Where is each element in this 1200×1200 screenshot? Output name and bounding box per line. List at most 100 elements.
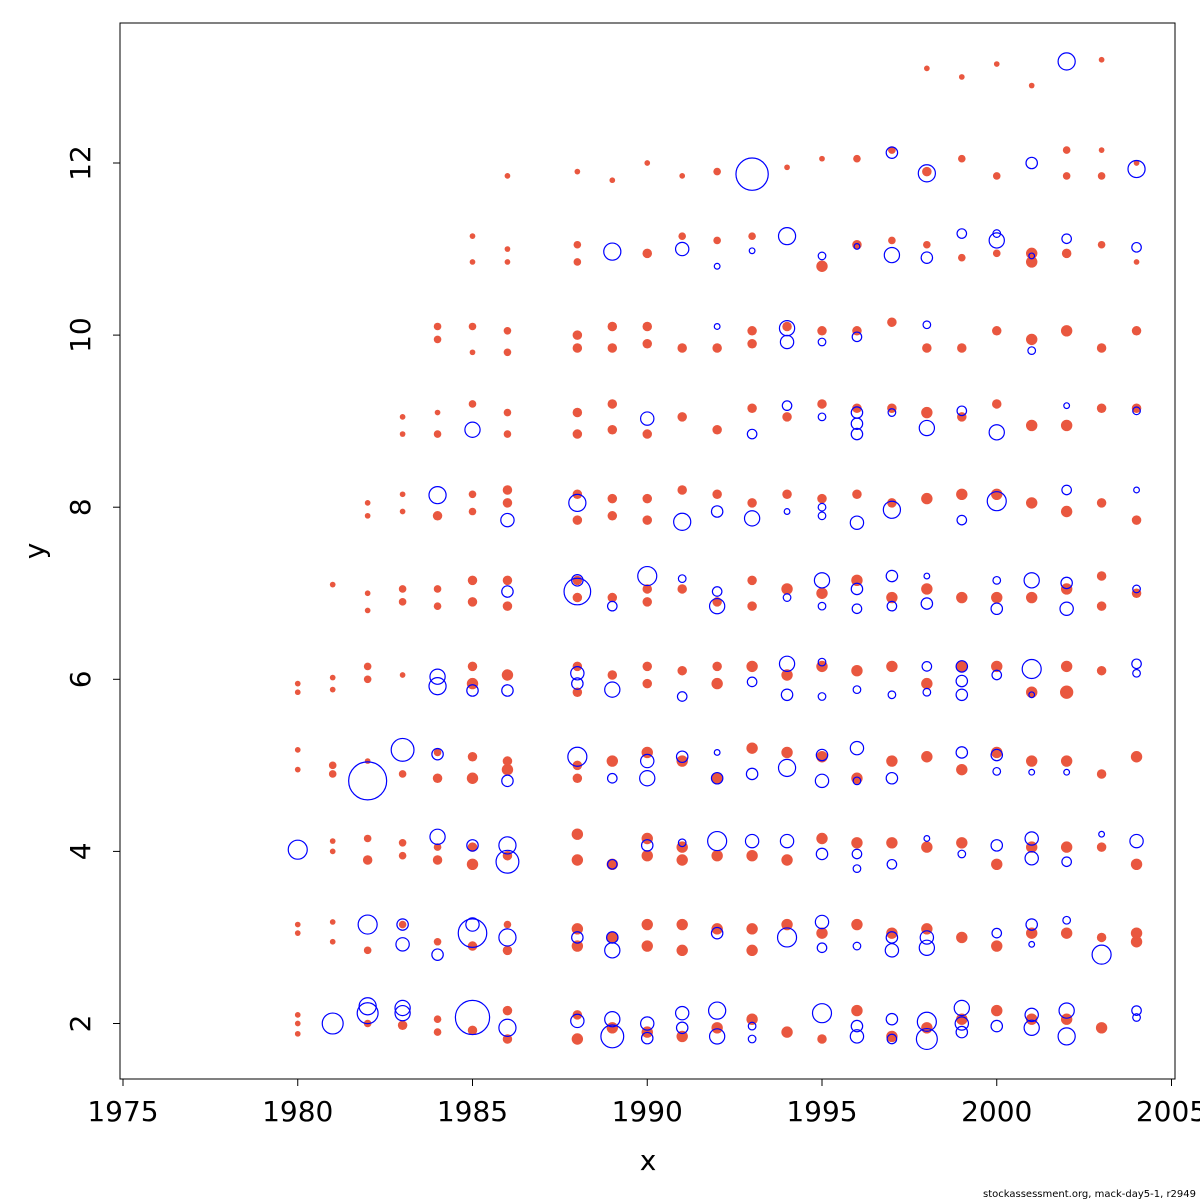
positive-bubble — [469, 349, 476, 356]
positive-bubble — [1096, 601, 1107, 611]
positive-bubble — [677, 343, 687, 353]
y-axis: 2 4 6 8 10 12 — [64, 145, 121, 1032]
positive-bubble — [607, 399, 618, 409]
positive-bubble — [676, 755, 688, 767]
positive-bubble — [746, 923, 758, 935]
x-tick-label: 2005 — [1136, 1095, 1200, 1128]
negative-bubble — [1061, 856, 1073, 868]
negative-bubble — [639, 753, 655, 769]
negative-bubble — [639, 1016, 655, 1031]
negative-bubble — [1025, 918, 1038, 931]
positive-bubble — [1096, 498, 1107, 508]
negative-bubble — [1023, 572, 1040, 589]
negative-bubble — [501, 585, 514, 598]
positive-bubble — [329, 848, 336, 855]
positive-bubble — [397, 1020, 408, 1030]
positive-bubble — [1098, 56, 1105, 63]
positive-bubble — [747, 338, 757, 349]
positive-bubble — [571, 828, 584, 840]
positive-bubble — [679, 173, 686, 179]
negative-bubble — [454, 999, 491, 1036]
positive-bubble — [1060, 927, 1073, 939]
positive-bubble — [294, 689, 301, 696]
positive-bubble — [609, 177, 616, 184]
negative-bubble — [1061, 233, 1073, 245]
positive-bubble — [329, 581, 336, 588]
positive-bubble — [641, 850, 653, 862]
positive-bubble — [364, 500, 371, 506]
negative-bubble — [713, 262, 721, 270]
negative-bubble — [604, 1010, 621, 1028]
positive-bubble — [571, 854, 584, 866]
positive-bubble — [991, 1004, 1003, 1017]
positive-bubble — [606, 858, 618, 871]
negative-bubble — [992, 766, 1002, 776]
positive-bubble — [677, 584, 687, 594]
positive-bubble — [782, 321, 792, 332]
negative-bubble — [988, 424, 1005, 441]
positive-bubble — [711, 923, 723, 935]
positive-bubble — [816, 832, 828, 845]
positive-bubble — [504, 259, 511, 265]
negative-bubble — [710, 505, 724, 518]
positive-bubble — [991, 488, 1003, 500]
negative-bubble — [817, 502, 827, 512]
positive-bubble — [466, 772, 479, 784]
negative-bubble — [743, 510, 761, 527]
negative-bubble — [954, 1016, 970, 1031]
negative-bubble — [1098, 830, 1106, 838]
positive-bubble — [433, 602, 442, 610]
negative-bubble — [498, 1018, 517, 1037]
positive-bubble — [957, 343, 967, 353]
y-tick-label: 8 — [64, 498, 97, 516]
negative-bubble — [571, 677, 584, 690]
positive-bubble — [956, 763, 968, 776]
positive-bubble — [294, 930, 301, 936]
positive-bubble — [573, 258, 582, 266]
positive-bubble — [469, 259, 476, 265]
negative-bubble — [1028, 691, 1036, 699]
positive-bubble — [434, 409, 441, 416]
positive-bubble — [853, 154, 861, 163]
x-tick-label: 1985 — [437, 1095, 508, 1128]
positive-bubble — [781, 1026, 793, 1038]
positive-bubble — [607, 670, 618, 680]
negative-bubble — [956, 228, 968, 239]
negative-bubble — [1061, 484, 1073, 496]
negative-bubble — [849, 515, 865, 530]
negative-bubble — [885, 569, 899, 583]
positive-bubble — [676, 1030, 688, 1043]
positive-bubble — [747, 403, 757, 413]
negative-bubble — [674, 1005, 690, 1021]
negative-bubble — [922, 320, 932, 330]
positive-bubble — [641, 940, 653, 952]
negative-bubble — [778, 655, 796, 673]
negative-bubble — [850, 1019, 864, 1033]
negative-bubble — [851, 848, 863, 860]
negative-bubble — [918, 419, 936, 437]
positive-bubble — [1026, 256, 1038, 268]
positive-bubble — [503, 920, 512, 929]
negative-bubble — [640, 839, 654, 852]
positive-bubble — [992, 326, 1002, 336]
positive-bubble — [851, 1004, 863, 1017]
negative-bubble — [885, 771, 899, 785]
positive-bubble — [851, 574, 863, 587]
negative-bubble — [817, 337, 827, 347]
positive-bubble — [329, 838, 336, 844]
negative-bubble — [1131, 658, 1142, 670]
negative-bubble — [639, 770, 656, 787]
positive-bubble — [886, 837, 898, 849]
positive-bubble — [991, 746, 1003, 759]
negative-bubble — [568, 493, 587, 513]
negative-bubble — [674, 241, 690, 257]
negative-bubble — [815, 847, 829, 861]
negative-bubble — [394, 1004, 411, 1022]
negative-bubble — [396, 918, 409, 931]
positive-bubble — [642, 338, 652, 349]
positive-bubble — [502, 601, 513, 611]
negative-bubble — [429, 668, 446, 685]
positive-bubble — [607, 592, 618, 603]
positive-bubble — [574, 168, 581, 175]
